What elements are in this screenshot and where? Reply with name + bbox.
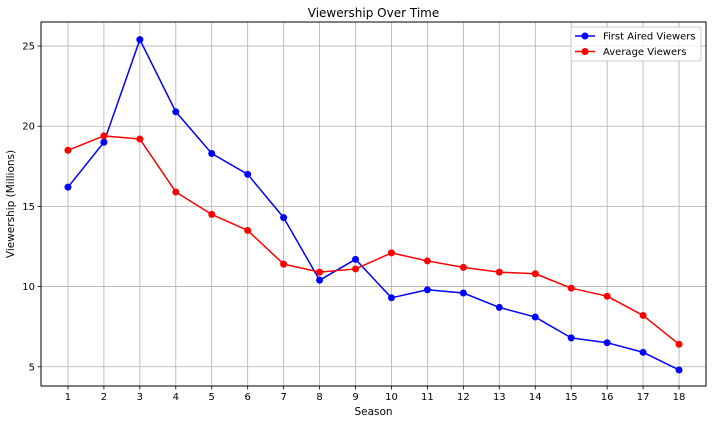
x-tick-label: 13	[493, 392, 506, 403]
data-point	[423, 286, 431, 294]
data-point	[531, 270, 539, 278]
y-tick-label: 10	[22, 282, 35, 293]
data-point	[387, 249, 395, 257]
data-point	[136, 36, 144, 44]
x-tick-label: 14	[529, 392, 542, 403]
legend-marker-first-aired	[581, 32, 589, 40]
x-tick-label: 9	[352, 392, 358, 403]
data-point	[531, 313, 539, 321]
x-tick-label: 12	[457, 392, 470, 403]
x-tick-label: 4	[173, 392, 179, 403]
data-point	[675, 366, 683, 374]
x-tick-label: 7	[280, 392, 286, 403]
data-point	[639, 311, 647, 319]
data-point	[172, 108, 180, 116]
chart-title: Viewership Over Time	[308, 6, 439, 20]
data-point	[64, 183, 72, 191]
data-point	[459, 289, 467, 297]
data-point	[64, 146, 72, 154]
y-axis-label: Viewership (Millions)	[5, 150, 17, 258]
data-point	[495, 303, 503, 311]
series-layer	[64, 36, 683, 374]
data-point	[387, 294, 395, 302]
series-line	[67, 38, 680, 371]
legend-label-average: Average Viewers	[603, 47, 686, 58]
y-tick-label: 20	[22, 122, 35, 133]
data-point	[352, 265, 360, 273]
x-tick-label: 3	[137, 392, 143, 403]
x-tick-label: 18	[673, 392, 686, 403]
legend: First Aired Viewers Average Viewers	[570, 26, 702, 62]
series-0	[64, 36, 683, 374]
data-point	[280, 214, 288, 222]
data-point	[352, 255, 360, 263]
data-point	[172, 188, 180, 196]
x-tick-label: 10	[385, 392, 398, 403]
x-tick-label: 8	[316, 392, 322, 403]
data-point	[423, 257, 431, 265]
data-point	[208, 210, 216, 218]
data-point	[603, 339, 611, 347]
x-tick-label: 2	[101, 392, 107, 403]
data-point	[459, 263, 467, 271]
data-point	[675, 340, 683, 348]
x-tick-label: 6	[245, 392, 251, 403]
data-point	[316, 268, 324, 276]
legend-marker-average	[581, 48, 589, 55]
data-point	[100, 138, 108, 146]
y-tick-label: 5	[29, 362, 35, 373]
x-tick-label: 11	[421, 392, 434, 403]
data-point	[639, 348, 647, 356]
data-point	[244, 226, 252, 234]
y-tick-label: 15	[22, 202, 35, 213]
data-point	[280, 260, 288, 268]
x-tick-label: 1	[65, 392, 71, 403]
x-tick-label: 15	[565, 392, 578, 403]
data-point	[567, 284, 575, 292]
data-point	[100, 132, 108, 140]
data-point	[567, 334, 575, 342]
x-tick-label: 17	[637, 392, 650, 403]
x-axis-label: Season	[354, 406, 392, 418]
series-1	[64, 132, 683, 348]
data-point	[495, 268, 503, 276]
x-tick-label: 16	[601, 392, 614, 403]
data-point	[208, 149, 216, 157]
x-tick-label: 5	[209, 392, 215, 403]
data-point	[603, 292, 611, 300]
y-tick-label: 25	[22, 42, 35, 53]
plot-area-frame	[40, 21, 707, 387]
grid-layer	[41, 22, 706, 386]
legend-box	[570, 26, 702, 62]
legend-label-first-aired: First Aired Viewers	[603, 32, 696, 43]
data-point	[136, 135, 144, 143]
data-point	[316, 276, 324, 284]
data-point	[244, 170, 252, 178]
series-line	[67, 135, 680, 345]
